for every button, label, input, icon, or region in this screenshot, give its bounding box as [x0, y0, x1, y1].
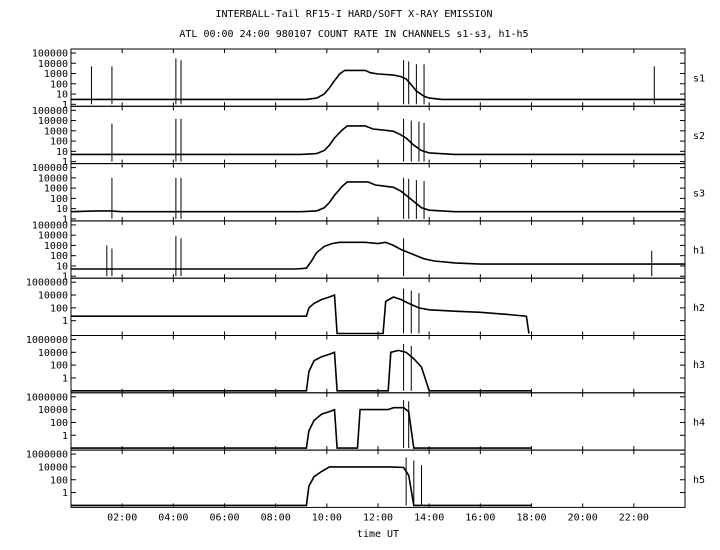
- y-tick-label: 1: [62, 316, 68, 327]
- channel-label: h1: [693, 246, 705, 257]
- panel-frame: [70, 392, 686, 451]
- x-tick-label: 12:00: [363, 512, 393, 523]
- y-tick-label: 1: [62, 373, 68, 384]
- x-tick-label: 04:00: [158, 512, 188, 523]
- y-tick-label: 10000: [38, 291, 68, 302]
- y-tick-label: 1000: [44, 126, 68, 137]
- x-tick-label: 14:00: [414, 512, 444, 523]
- y-tick-label: 10000: [38, 173, 68, 184]
- channel-label: s2: [693, 131, 705, 142]
- panel-h4: 1 100 10000 1000000 h4: [26, 392, 705, 451]
- series-line-h2: [71, 293, 530, 335]
- y-tick-label: 100000: [32, 106, 68, 117]
- x-axis: 02:00 04:00 06:00 08:00 10:00 12:00 14:00 16:00…: [107, 512, 649, 523]
- y-tick-label: 1000000: [26, 278, 68, 289]
- chart-subtitle: ATL 00:00 24:00 980107 COUNT RATE IN CHA…: [179, 29, 528, 40]
- y-tick-label: 1: [62, 272, 68, 283]
- y-tick-label: 10000: [38, 116, 68, 127]
- chart-title: INTERBALL-Tail RF15-I HARD/SOFT X-RAY EM…: [216, 9, 493, 20]
- y-tick-label: 100: [50, 303, 68, 314]
- panel-frame: [70, 48, 686, 107]
- y-tick-label: 1: [62, 488, 68, 499]
- y-tick-label: 1000000: [26, 450, 68, 461]
- channel-label: h3: [693, 360, 705, 371]
- x-tick-label: 22:00: [619, 512, 649, 523]
- y-tick-label: 100: [50, 79, 68, 90]
- x-tick-label: 02:00: [107, 512, 137, 523]
- y-tick-label: 100: [50, 418, 68, 429]
- series-line-h4: [71, 406, 532, 449]
- y-tick-label: 10000: [38, 59, 68, 70]
- x-tick-label: 06:00: [209, 512, 239, 523]
- x-tick-label: 10:00: [312, 512, 342, 523]
- channel-label: s1: [693, 74, 705, 85]
- y-tick-label: 10000: [38, 348, 68, 359]
- y-tick-label: 10000: [38, 462, 68, 473]
- series-line-h1: [71, 241, 685, 270]
- y-tick-label: 100: [50, 137, 68, 148]
- y-tick-label: 1000000: [26, 335, 68, 346]
- y-tick-label: 100: [50, 361, 68, 372]
- y-tick-label: 100: [50, 251, 68, 262]
- y-tick-label: 100000: [32, 163, 68, 174]
- x-tick-label: 16:00: [465, 512, 495, 523]
- y-tick-label: 1: [62, 431, 68, 442]
- y-tick-label: 1000: [44, 69, 68, 80]
- y-tick-label: 1000: [44, 184, 68, 195]
- y-tick-label: 10000: [38, 231, 68, 242]
- y-tick-label: 1000: [44, 241, 68, 252]
- channel-label: h5: [693, 475, 705, 486]
- channel-label: h4: [693, 417, 705, 428]
- y-tick-label: 100: [50, 475, 68, 486]
- y-tick-label: 100: [50, 194, 68, 205]
- series-line-s3: [70, 181, 685, 213]
- series-line-h3: [71, 349, 532, 392]
- y-tick-label: 10: [56, 261, 68, 272]
- channel-label: s3: [693, 188, 705, 199]
- series-line-h5: [71, 466, 532, 507]
- y-tick-label: 10: [56, 204, 68, 215]
- channel-label: h2: [693, 303, 705, 314]
- y-tick-label: 10: [56, 147, 68, 158]
- y-tick-label: 10000: [38, 405, 68, 416]
- y-tick-label: 1: [62, 214, 68, 225]
- panel-frame: [70, 449, 686, 508]
- x-tick-label: 20:00: [568, 512, 598, 523]
- panel-frame: [70, 277, 686, 337]
- x-tick-label: 18:00: [516, 512, 546, 523]
- y-tick-label: 1000000: [26, 392, 68, 403]
- x-axis-label: time UT: [357, 529, 399, 540]
- y-tick-label: 100000: [32, 49, 68, 60]
- series-line-s1: [71, 69, 685, 101]
- y-tick-label: 1: [62, 157, 68, 168]
- series-line-s2: [71, 125, 685, 156]
- panel-frame: [70, 335, 686, 394]
- y-tick-label: 10: [56, 90, 68, 101]
- channel-panels: 110100100010000100000s111010010001000010…: [26, 48, 705, 508]
- y-tick-label: 1: [62, 100, 68, 111]
- x-tick-label: 08:00: [261, 512, 291, 523]
- y-tick-label: 100000: [32, 220, 68, 231]
